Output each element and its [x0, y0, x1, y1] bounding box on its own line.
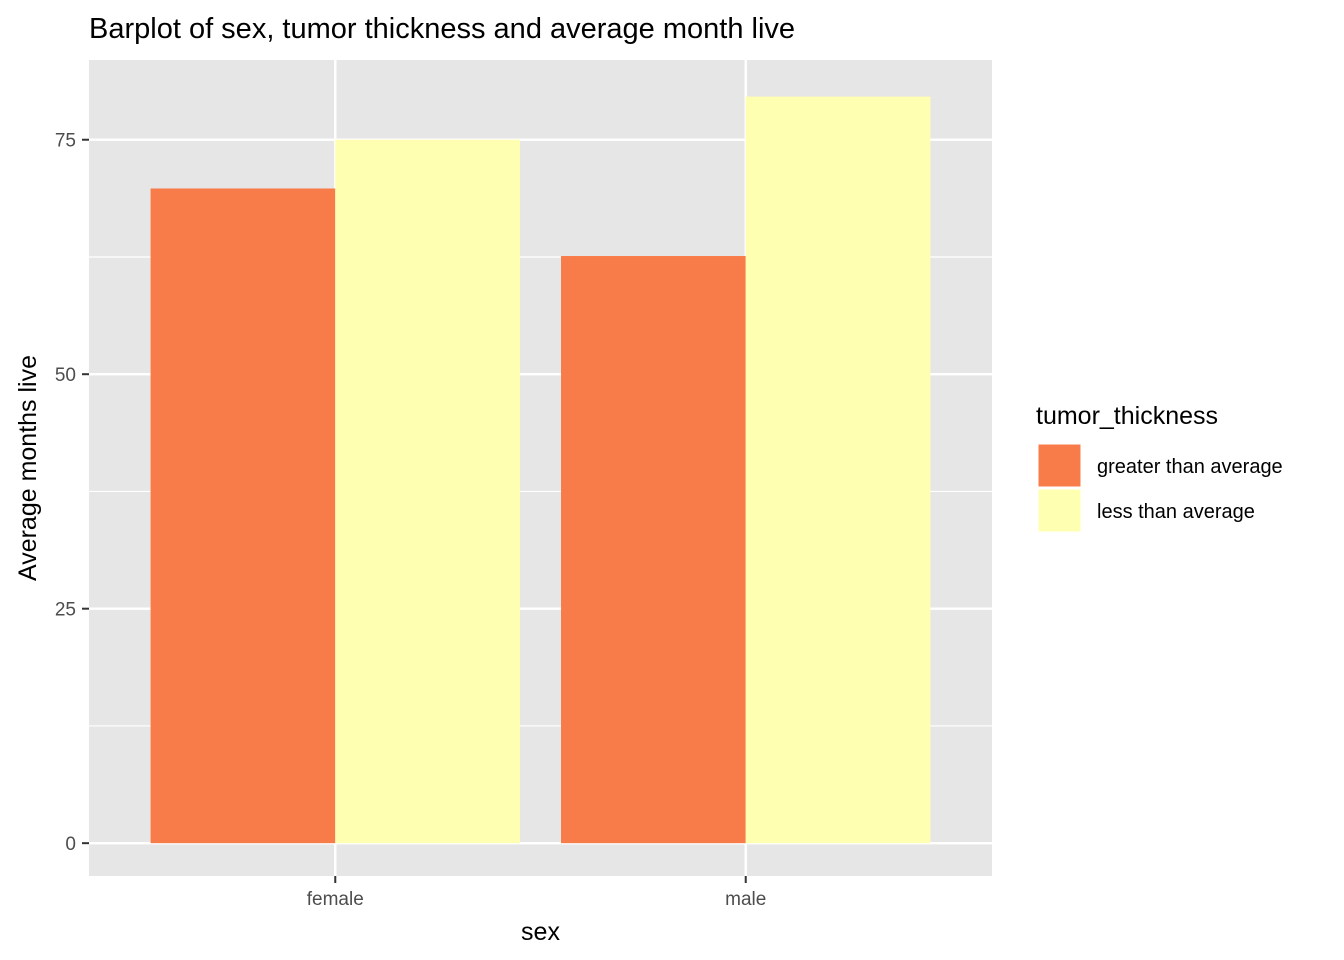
bar-male-greater-than-average [561, 256, 746, 844]
x-axis-title: sex [521, 918, 560, 946]
y-tick-label: 25 [55, 600, 76, 621]
legend: tumor_thickness greater than average less… [1036, 402, 1283, 533]
bar-female-less-than-average [335, 139, 520, 844]
chart-title: Barplot of sex, tumor thickness and aver… [89, 13, 795, 45]
legend-key [1037, 443, 1082, 488]
x-tick-label: male [725, 889, 766, 910]
legend-title: tumor_thickness [1036, 402, 1218, 430]
y-tick-label: 0 [65, 834, 76, 855]
legend-label: greater than average [1097, 456, 1283, 478]
y-tick-label: 50 [55, 365, 76, 386]
bar-female-greater-than-average [150, 188, 336, 844]
bar-male-less-than-average [745, 96, 931, 844]
bars [150, 96, 931, 844]
x-tick-label: female [307, 889, 364, 910]
y-tick-label: 75 [55, 131, 76, 152]
y-axis-title: Average months live [14, 355, 42, 581]
axes: 0 25 50 75 female male [55, 131, 766, 910]
legend-label: less than average [1097, 501, 1255, 523]
legend-key [1037, 488, 1082, 533]
